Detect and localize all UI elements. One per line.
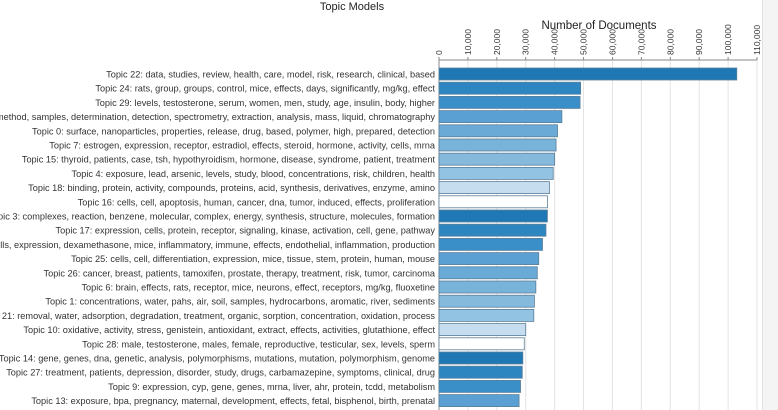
bar: [438, 351, 524, 365]
x-tick-label: 90,000: [694, 29, 704, 55]
category-label: Topic 5: cells, expression, dexamethason…: [0, 240, 435, 250]
category-label: Topic 16: cells, cell, apoptosis, human,…: [78, 197, 435, 207]
bar: [438, 67, 738, 81]
topic-bar-chart: Topic Models Number of Documents 0 10,000 20…: [0, 1, 762, 410]
x-tick-label: 20,000: [492, 29, 502, 55]
category-label: Topic 25: cells, cell, differentiation, …: [71, 254, 435, 264]
category-label: Topic 23: method, samples, determination…: [0, 112, 435, 122]
category-label: Topic 9: expression, cyp, gene, genes, m…: [108, 382, 435, 392]
x-tick-label: 30,000: [521, 29, 531, 55]
bar: [438, 138, 557, 152]
x-tick-label: 70,000: [636, 29, 646, 55]
bar: [438, 81, 582, 95]
bar: [438, 237, 543, 251]
bar: [438, 337, 525, 351]
category-label: Topic 4: exposure, lead, arsenic, levels…: [72, 169, 435, 179]
x-axis-label: Number of Documents: [541, 20, 656, 32]
category-label: Topic 15: thyroid, patients, case, tsh, …: [22, 155, 436, 165]
category-label: Topic 28: male, testosterone, males, fem…: [82, 339, 435, 349]
bar: [438, 124, 558, 138]
bar: [438, 379, 521, 393]
category-label: Topic 10: oxidative, activity, stress, g…: [23, 325, 435, 335]
category-label: Topic 0: surface, nanoparticles, propert…: [32, 126, 435, 136]
x-tick-label: 50,000: [579, 29, 589, 55]
category-label: Topic 27: treatment, patients, depressio…: [6, 368, 435, 378]
bar: [438, 294, 535, 308]
bar: [438, 394, 520, 408]
category-label: Topic 18: binding, protein, activity, co…: [28, 183, 435, 193]
bar: [438, 308, 535, 322]
bar: [438, 252, 540, 266]
bar: [438, 166, 554, 180]
bar: [438, 280, 537, 294]
bar: [438, 266, 538, 280]
category-label: Topic 17: expression, cells, protein, re…: [56, 226, 436, 236]
bar: [438, 110, 563, 123]
x-tick-label: 100,000: [723, 24, 733, 55]
category-label: Topic 26: cancer, breast, patients, tamo…: [44, 268, 436, 278]
category-label: Topic 22: data, studies, review, health,…: [106, 70, 435, 80]
x-tick-label: 10,000: [463, 29, 473, 55]
category-label: Topic 6: brain, effects, rats, receptor,…: [81, 283, 435, 293]
category-label: Topic 21: removal, water, adsorption, de…: [0, 311, 435, 321]
bar: [438, 209, 548, 223]
x-tick-label: 0: [434, 50, 444, 55]
bar: [438, 152, 556, 166]
category-label: Topic 1: concentrations, water, pahs, ai…: [45, 297, 435, 307]
category-label: Topic 29: levels, testosterone, serum, w…: [95, 98, 435, 108]
bar: [438, 323, 527, 337]
bar: [438, 96, 581, 109]
category-label: Topic 7: estrogen, expression, receptor,…: [49, 141, 436, 151]
x-tick-label: 110,000: [752, 25, 762, 55]
x-tick-label: 80,000: [665, 29, 675, 55]
category-label: Topic 13: exposure, bpa, pregnancy, mate…: [31, 396, 435, 406]
bar: [438, 195, 548, 209]
chart-title: Topic Models: [320, 1, 385, 13]
bar: [438, 365, 523, 379]
x-tick-label: 40,000: [550, 29, 560, 55]
vertical-scrollbar[interactable]: [762, 0, 778, 410]
category-label: Topic 3: complexes, reaction, benzene, m…: [0, 212, 435, 222]
bar: [438, 181, 550, 195]
category-label: Topic 14: gene, genes, dna, genetic, ana…: [0, 354, 435, 364]
x-tick-label: 60,000: [607, 29, 617, 55]
bar: [438, 223, 547, 237]
category-label: Topic 24: rats, group, groups, control, …: [95, 84, 435, 94]
